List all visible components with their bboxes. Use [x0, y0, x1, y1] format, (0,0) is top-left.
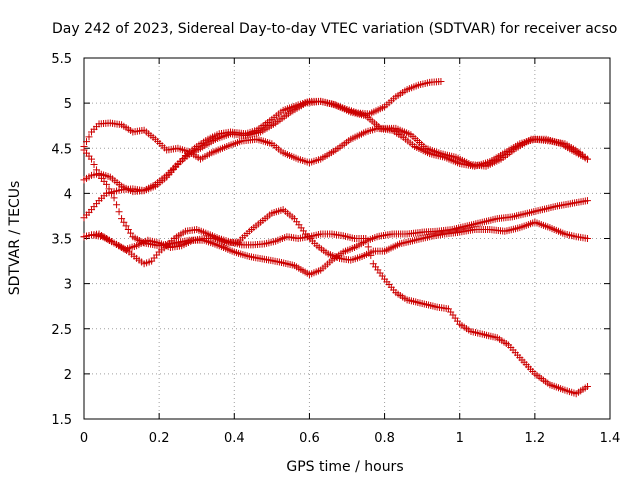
data-point — [88, 155, 96, 163]
y-tick-label: 5.5 — [51, 52, 72, 67]
data-point — [108, 189, 116, 197]
x-tick-label: 0.2 — [149, 431, 170, 446]
data-point — [364, 243, 372, 251]
x-tick-label: 0.8 — [374, 431, 395, 446]
x-axis-label: GPS time / hours — [286, 459, 403, 475]
data-point — [583, 383, 591, 391]
series-track-c — [80, 97, 591, 222]
data-point — [583, 155, 591, 163]
y-tick-label: 5 — [64, 97, 72, 112]
x-tick-label: 1.2 — [525, 431, 546, 446]
data-point — [124, 225, 132, 233]
data-point — [110, 194, 118, 202]
data-point — [122, 222, 130, 230]
chart-title: Day 242 of 2023, Sidereal Day-to-day VTE… — [52, 21, 617, 37]
data-point — [118, 215, 126, 223]
data-point — [583, 235, 591, 242]
x-tick-label: 1.4 — [600, 431, 621, 446]
series-track-a — [80, 77, 445, 196]
data-point — [90, 160, 98, 168]
y-tick-label: 2.5 — [51, 323, 72, 338]
data-point — [583, 197, 591, 205]
data-point — [85, 133, 93, 141]
y-tick-label: 3 — [64, 278, 72, 293]
x-tick-label: 0.6 — [299, 431, 320, 446]
y-tick-label: 4 — [64, 187, 72, 202]
series-track-d — [80, 225, 591, 398]
data-markers — [80, 77, 591, 398]
x-tick-label: 0 — [80, 431, 88, 446]
x-tick-label: 0.4 — [224, 431, 245, 446]
data-point — [115, 208, 123, 216]
data-point — [93, 166, 101, 174]
series-track-b — [80, 119, 591, 170]
y-axis-label: SDTVAR / TECUs — [7, 181, 23, 296]
y-tick-label: 4.5 — [51, 142, 72, 157]
y-tick-label: 1.5 — [51, 413, 72, 428]
x-tick-label: 1 — [456, 431, 464, 446]
data-point — [120, 218, 128, 226]
data-point — [127, 229, 135, 237]
y-tick-label: 2 — [64, 368, 72, 383]
series-track-f — [80, 146, 591, 279]
data-point — [103, 180, 111, 188]
data-point — [83, 138, 91, 146]
data-point — [105, 185, 113, 193]
axis-ticks: 0 0.2 0.4 0.6 0.8 1 1.2 1.4 1.5 2 2.5 3 3.5 4 4.5 5 5.5 — [51, 52, 620, 446]
y-tick-label: 3.5 — [51, 233, 72, 248]
data-point — [113, 201, 121, 209]
data-point — [437, 77, 445, 85]
